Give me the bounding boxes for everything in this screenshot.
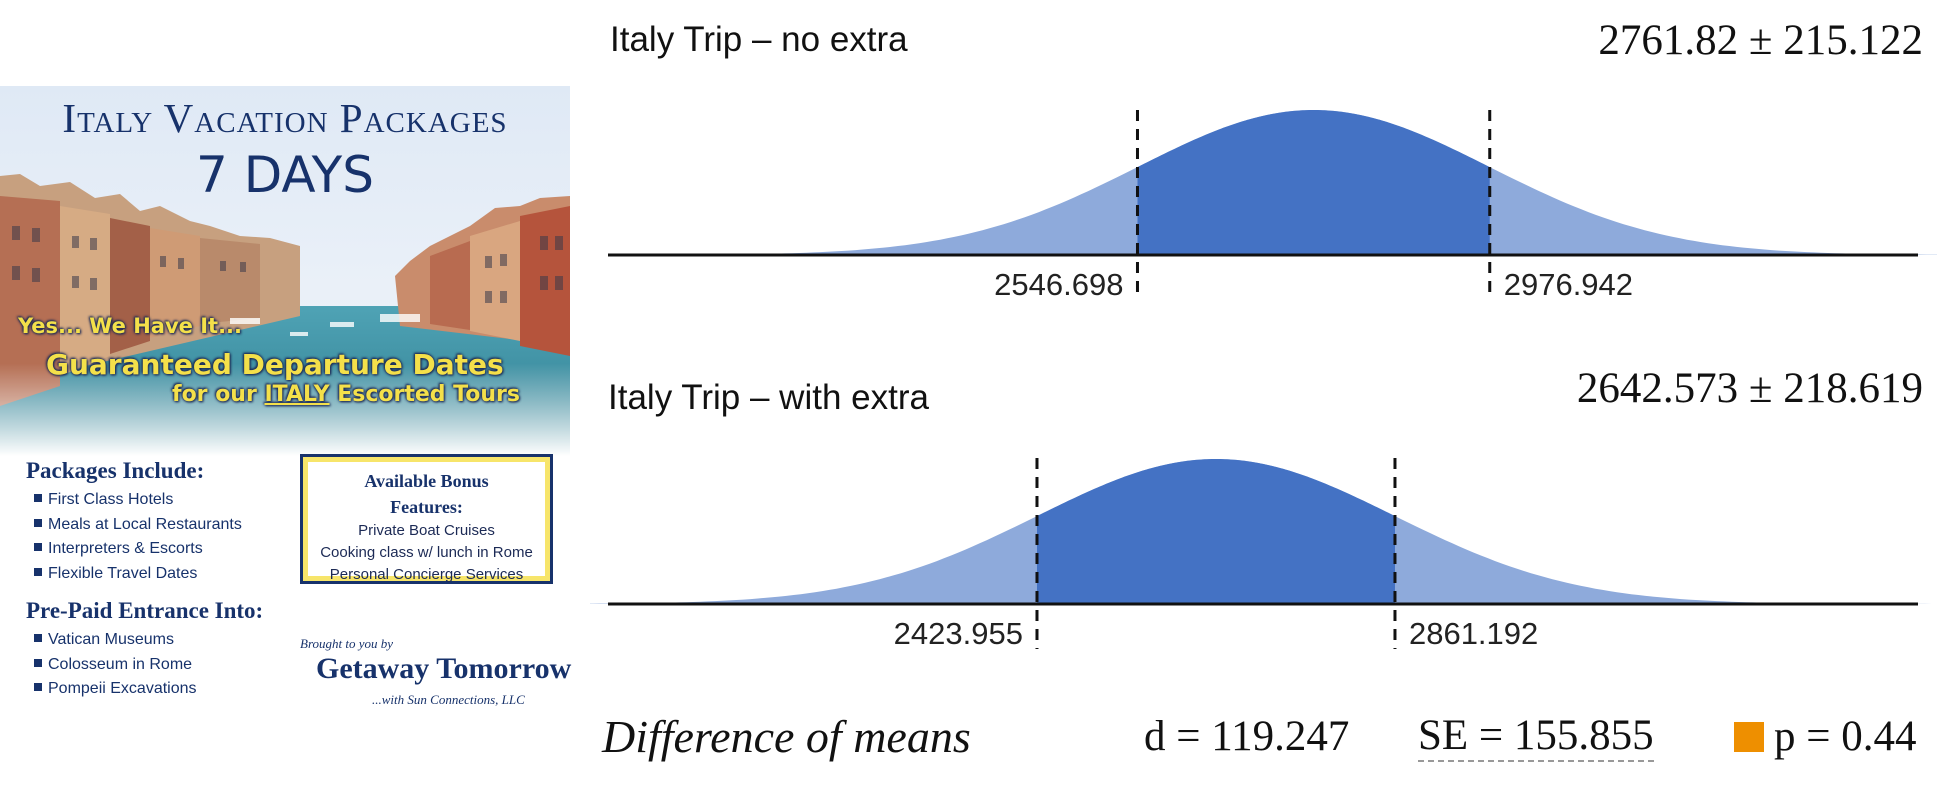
ci-low-label: 2423.955 bbox=[894, 616, 1023, 651]
venice-canal-photo bbox=[0, 86, 570, 456]
poster-tagline-3: for our ITALY Escorted Tours bbox=[172, 382, 520, 407]
bullet-square-icon bbox=[34, 634, 42, 642]
packages-list: First Class Hotels Meals at Local Restau… bbox=[34, 488, 242, 586]
list-item-label: Colosseum in Rome bbox=[48, 655, 193, 673]
ci-high-label: 2976.942 bbox=[1504, 267, 1633, 302]
list-item: First Class Hotels bbox=[34, 488, 242, 513]
bonus-item: Personal Concierge Services bbox=[329, 566, 524, 583]
list-item: Interpreters & Escorts bbox=[34, 537, 242, 562]
tagline-3-underlined: ITALY bbox=[264, 382, 330, 407]
ci-low-label: 2546.698 bbox=[994, 267, 1123, 302]
series-title-no-extra: Italy Trip – no extra bbox=[610, 20, 908, 59]
bonus-features-box: Available Bonus Features: Private Boat C… bbox=[300, 454, 553, 584]
confidence-interval-area bbox=[1137, 110, 1490, 255]
list-item-label: Meals at Local Restaurants bbox=[48, 515, 242, 533]
poster-title: Italy Vacation Packages bbox=[62, 95, 508, 141]
ci-high-label: 2861.192 bbox=[1409, 616, 1538, 651]
bullet-square-icon bbox=[34, 658, 42, 667]
list-item: Vatican Museums bbox=[34, 628, 197, 653]
list-item-label: Interpreters & Escorts bbox=[48, 540, 203, 557]
mean-comparison-chart: 2546.698 2976.942 2423.955 2861.192 Italy … bbox=[590, 0, 1937, 791]
difference-p-value: p = 0.44 bbox=[1774, 713, 1917, 760]
list-item-label: First Class Hotels bbox=[48, 491, 174, 508]
bonus-heading: Available Bonus Features: bbox=[364, 471, 489, 517]
series-stat-with-extra: 2642.573 ± 218.619 bbox=[1576, 365, 1923, 412]
bullet-square-icon bbox=[34, 567, 42, 576]
brand-subtitle: ...with Sun Connections, LLC bbox=[372, 692, 525, 707]
bullet-square-icon bbox=[34, 683, 42, 691]
series-title-with-extra: Italy Trip – with extra bbox=[608, 378, 929, 417]
list-item: Meals at Local Restaurants bbox=[34, 513, 242, 538]
confidence-interval-area bbox=[1036, 459, 1395, 604]
distribution-plot: 2546.698 2976.942 2423.955 2861.192 bbox=[590, 110, 1937, 651]
vacation-poster-image: Italy Vacation Packages 7 DAYS Yes... We… bbox=[0, 86, 572, 716]
poster-tagline-1: Yes... We Have It... bbox=[18, 314, 243, 338]
list-item: Colosseum in Rome bbox=[34, 653, 197, 678]
tagline-3-post: Escorted Tours bbox=[329, 382, 520, 407]
list-item-label: Pompeii Excavations bbox=[48, 680, 197, 697]
list-item-label: Vatican Museums bbox=[48, 631, 174, 648]
bonus-item: Cooking class w/ lunch in Rome bbox=[320, 544, 533, 561]
brought-by-text: Brought to you by bbox=[300, 636, 394, 651]
difference-se-value: SE = 155.855 bbox=[1418, 712, 1654, 762]
distribution-panel-with-extra: 2423.955 2861.192 bbox=[590, 458, 1932, 651]
bonus-features-panel: Available Bonus Features: Private Boat C… bbox=[308, 462, 545, 583]
tagline-3-pre: for our bbox=[172, 382, 265, 407]
p-value-swatch bbox=[1734, 722, 1764, 752]
entrance-list: Vatican Museums Colosseum in Rome Pompei… bbox=[34, 628, 197, 702]
bullet-square-icon bbox=[34, 494, 42, 502]
poster-days: 7 DAYS bbox=[196, 146, 374, 204]
bullet-square-icon bbox=[34, 543, 42, 551]
list-item-label: Flexible Travel Dates bbox=[48, 564, 198, 582]
difference-label: Difference of means bbox=[602, 711, 971, 762]
brand-name: Getaway Tomorrow bbox=[316, 652, 572, 685]
bullet-square-icon bbox=[34, 518, 42, 527]
list-item: Flexible Travel Dates bbox=[34, 562, 242, 587]
poster-tagline-2: Guaranteed Departure Dates bbox=[46, 348, 504, 381]
difference-d-value: d = 119.247 bbox=[1144, 713, 1350, 760]
packages-heading: Packages Include: bbox=[26, 458, 205, 483]
distribution-panel-no-extra: 2546.698 2976.942 bbox=[608, 110, 1937, 302]
series-stat-no-extra: 2761.82 ± 215.122 bbox=[1598, 17, 1923, 64]
difference-summary: Difference of means d = 119.247 SE = 155… bbox=[602, 710, 1927, 770]
entrance-heading: Pre-Paid Entrance Into: bbox=[26, 598, 264, 623]
list-item: Pompeii Excavations bbox=[34, 677, 197, 702]
bonus-item: Private Boat Cruises bbox=[358, 522, 495, 539]
